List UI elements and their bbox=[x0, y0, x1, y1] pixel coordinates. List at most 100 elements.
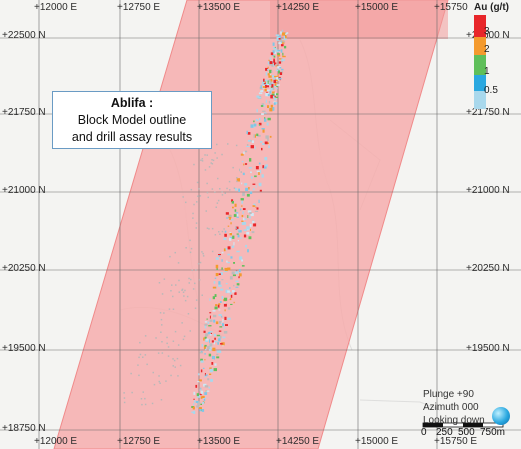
assay-sample bbox=[270, 88, 273, 91]
assay-sample bbox=[233, 301, 235, 304]
assay-sample bbox=[264, 112, 267, 114]
drill-collar bbox=[199, 261, 202, 264]
assay-sample bbox=[275, 50, 278, 52]
assay-sample bbox=[266, 91, 268, 94]
drill-collar bbox=[160, 331, 162, 333]
assay-sample bbox=[200, 360, 204, 363]
assay-sample bbox=[280, 49, 283, 53]
assay-sample bbox=[238, 230, 242, 233]
drill-collar bbox=[182, 338, 185, 341]
assay-sample bbox=[233, 284, 235, 287]
drill-collar bbox=[210, 162, 212, 164]
assay-sample bbox=[258, 182, 262, 187]
assay-sample bbox=[207, 332, 211, 335]
assay-sample bbox=[253, 123, 257, 127]
assay-sample bbox=[210, 332, 212, 334]
assay-sample bbox=[205, 339, 209, 342]
assay-sample bbox=[276, 76, 279, 80]
drill-collar bbox=[174, 251, 176, 254]
assay-sample bbox=[267, 68, 269, 71]
assay-sample bbox=[280, 60, 283, 63]
assay-sample bbox=[269, 69, 272, 73]
drill-collar bbox=[232, 166, 234, 169]
assay-sample bbox=[200, 390, 204, 394]
drill-collar bbox=[190, 278, 192, 281]
assay-sample bbox=[241, 182, 243, 185]
assay-sample bbox=[213, 342, 215, 345]
drill-collar bbox=[170, 374, 172, 377]
assay-sample bbox=[200, 358, 203, 362]
assay-sample bbox=[285, 35, 287, 39]
drill-collar bbox=[195, 222, 198, 224]
drill-collar bbox=[123, 397, 126, 399]
assay-sample bbox=[274, 47, 277, 51]
assay-sample bbox=[223, 248, 226, 252]
assay-sample bbox=[218, 330, 222, 332]
assay-sample bbox=[211, 355, 214, 360]
drill-collar bbox=[208, 166, 211, 168]
grid-label-top: +13500 E bbox=[197, 2, 241, 13]
assay-sample bbox=[222, 323, 224, 327]
drill-collar bbox=[159, 382, 161, 384]
assay-sample bbox=[276, 37, 280, 40]
assay-sample bbox=[209, 319, 213, 322]
drill-collar bbox=[161, 293, 164, 295]
grid-label-bottom: +12000 E bbox=[34, 436, 78, 447]
assay-sample bbox=[207, 345, 211, 349]
drill-collar bbox=[188, 282, 190, 284]
legend-swatch bbox=[474, 55, 486, 75]
drill-collar bbox=[219, 188, 221, 190]
view-orientation: Plunge +90 Azimuth 000 Looking down bbox=[423, 388, 485, 427]
assay-sample bbox=[279, 72, 283, 75]
drill-collar bbox=[137, 364, 139, 366]
assay-sample bbox=[206, 338, 209, 341]
assay-sample bbox=[250, 145, 254, 149]
assay-sample bbox=[269, 61, 273, 64]
drill-collar bbox=[193, 163, 195, 166]
assay-sample bbox=[227, 317, 231, 320]
drill-collar bbox=[138, 356, 140, 359]
assay-sample bbox=[259, 86, 263, 90]
assay-sample bbox=[262, 87, 264, 90]
assay-sample bbox=[242, 211, 244, 214]
assay-sample bbox=[209, 367, 212, 370]
assay-sample bbox=[261, 103, 265, 106]
drill-collar bbox=[179, 364, 182, 367]
assay-sample bbox=[278, 70, 280, 74]
assay-sample bbox=[273, 102, 276, 105]
drill-collar bbox=[174, 366, 176, 368]
assay-sample bbox=[272, 61, 274, 63]
grid-label-left: +22500 N bbox=[2, 30, 46, 41]
drill-collar bbox=[214, 191, 216, 193]
assay-sample bbox=[234, 209, 237, 212]
drill-collar bbox=[201, 294, 203, 296]
drill-collar bbox=[227, 143, 229, 145]
assay-sample bbox=[229, 217, 231, 220]
assay-sample bbox=[221, 342, 225, 346]
assay-sample bbox=[225, 212, 229, 215]
assay-sample bbox=[204, 344, 207, 347]
assay-sample bbox=[273, 85, 277, 88]
map-title-box: Ablifa : Block Model outline and drill a… bbox=[52, 91, 212, 149]
assay-sample bbox=[276, 82, 278, 84]
globe-icon[interactable] bbox=[492, 407, 510, 425]
map-title: Ablifa : bbox=[110, 96, 154, 110]
assay-sample bbox=[243, 234, 247, 238]
drill-collar bbox=[211, 188, 214, 190]
assay-sample bbox=[204, 336, 207, 339]
drill-collar bbox=[206, 227, 209, 229]
assay-sample bbox=[215, 257, 219, 260]
assay-sample bbox=[193, 403, 195, 406]
assay-sample bbox=[275, 88, 278, 90]
assay-sample bbox=[191, 411, 194, 413]
assay-sample bbox=[209, 373, 212, 375]
assay-sample bbox=[204, 323, 208, 326]
drill-collar bbox=[172, 340, 175, 342]
drill-collar bbox=[160, 399, 163, 401]
drill-collar bbox=[219, 233, 221, 235]
assay-sample bbox=[274, 98, 277, 101]
drill-collar bbox=[160, 318, 163, 321]
assay-sample bbox=[241, 220, 244, 222]
